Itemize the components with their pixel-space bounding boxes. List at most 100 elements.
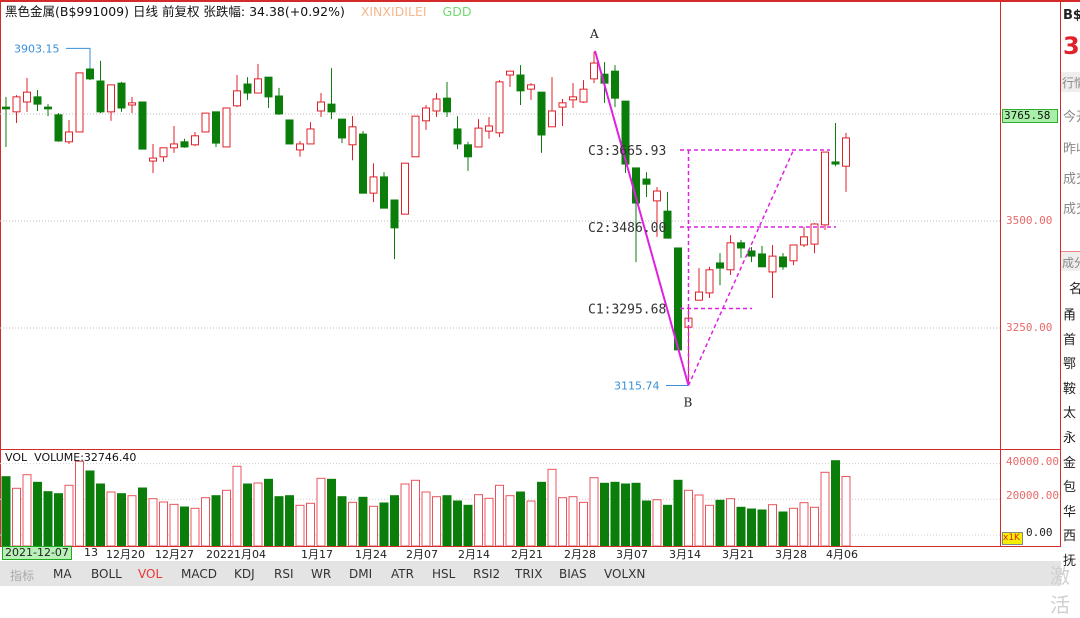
candle-up <box>75 72 84 133</box>
candle-up <box>768 244 777 299</box>
candle-down <box>380 172 388 209</box>
candle-up <box>170 125 178 153</box>
candle-body <box>726 242 735 271</box>
tab-atr[interactable]: ATR <box>391 567 414 581</box>
date-label: 3月28 <box>775 548 807 561</box>
candle-body <box>800 236 808 246</box>
volume-bar-up <box>484 497 494 546</box>
candle-body <box>338 118 346 139</box>
volume-bar-up <box>799 502 809 546</box>
volume-bar-down <box>264 478 273 546</box>
component-item[interactable]: 鞍 <box>1063 382 1077 397</box>
candle-body <box>747 250 756 257</box>
component-item[interactable]: 金 <box>1063 456 1077 471</box>
candle-body <box>789 244 798 262</box>
tab-rsi[interactable]: RSI <box>274 567 294 581</box>
candle-body <box>54 114 63 142</box>
volume-bar-up <box>159 501 168 546</box>
candle-down <box>275 87 283 115</box>
candle-down <box>2 96 10 147</box>
component-item[interactable]: 西 <box>1063 529 1077 544</box>
component-item[interactable]: 抚 <box>1063 554 1077 569</box>
tab-bias[interactable]: BIAS <box>559 567 587 581</box>
tab-hsl[interactable]: HSL <box>432 567 456 581</box>
candle-up <box>579 80 588 103</box>
volume-bar-down <box>715 499 725 546</box>
candle-up <box>411 115 420 158</box>
volume-bar-up <box>369 505 378 546</box>
component-item[interactable]: 鄂 <box>1063 357 1077 372</box>
candle-body <box>621 100 630 165</box>
volume-bar-up <box>568 496 578 546</box>
volume-bar-down <box>117 493 126 546</box>
tab-macd[interactable]: MACD <box>181 567 217 581</box>
component-item[interactable]: 华 <box>1063 505 1077 520</box>
candle-body <box>264 76 273 98</box>
component-item[interactable]: 甬 <box>1063 308 1077 323</box>
axis-divider <box>1001 449 1061 450</box>
volume-bar-up <box>190 507 200 546</box>
component-item[interactable]: 包 <box>1063 480 1077 495</box>
tab-ma[interactable]: MA <box>53 567 72 581</box>
tab-kdj[interactable]: KDJ <box>234 567 255 581</box>
section-components[interactable]: 成分 <box>1061 251 1080 271</box>
candle-body <box>768 255 777 273</box>
candle-up <box>65 119 73 144</box>
candle-body <box>44 106 52 110</box>
chart-title: 黑色金属(B$991009) 日线 前复权 张跌幅: 34.38(+0.92%) <box>5 4 345 19</box>
candle-down <box>33 90 42 111</box>
quote-row-label: 成交 <box>1063 202 1080 217</box>
candle-body <box>758 253 766 268</box>
candle-body <box>558 102 567 108</box>
volume-bar-up <box>505 495 515 546</box>
candle-body <box>569 96 577 101</box>
candle-body <box>663 210 672 239</box>
tab-indicators[interactable]: 指标 <box>10 569 35 583</box>
volume-bar-up <box>705 504 714 546</box>
component-item[interactable]: 首 <box>1063 333 1077 348</box>
candle-down <box>327 68 336 120</box>
candle-down <box>338 118 346 144</box>
candle-down <box>674 247 682 351</box>
tab-boll[interactable]: BOLL <box>91 567 122 581</box>
volume-bar-down <box>285 495 294 546</box>
volume-bar-down <box>33 481 42 546</box>
indicator-tab-bar: 指标 MA BOLL VOL MACD KDJ RSI WR DMI ATR H… <box>0 561 1061 586</box>
section-quote[interactable]: 行情 <box>1061 72 1080 92</box>
candle-body <box>159 147 168 158</box>
volume-bar-down <box>1 476 11 546</box>
component-item[interactable]: 太 <box>1063 406 1077 421</box>
tab-volxn[interactable]: VOLXN <box>604 567 646 581</box>
indicator-xinxidilei[interactable]: XINXIDILEI <box>360 4 427 19</box>
candle-up <box>254 63 262 94</box>
volume-bar-up <box>201 497 210 546</box>
tab-wr[interactable]: WR <box>311 567 332 581</box>
volume-bar-down <box>180 506 189 546</box>
candle-body <box>495 81 504 134</box>
indicator-gdd[interactable]: GDD <box>442 4 472 19</box>
volume-bar-down <box>621 483 630 546</box>
side-code: B$ <box>1063 8 1080 23</box>
candle-up <box>128 96 136 114</box>
tab-dmi[interactable]: DMI <box>349 567 373 581</box>
candle-up <box>12 95 21 123</box>
candle-up <box>726 235 735 275</box>
candlestick-chart[interactable]: 3903.15 3115.74 A B C3:3665.93 C2:3486.00 C1:3… <box>0 0 1000 546</box>
component-item[interactable]: 永 <box>1063 431 1077 446</box>
candle-up <box>222 107 231 148</box>
tab-trix[interactable]: TRIX <box>515 567 543 581</box>
volume-bar-down <box>85 470 95 546</box>
candle-down <box>117 81 126 112</box>
volume-unit-badge: x1K <box>1002 532 1023 545</box>
tab-vol[interactable]: VOL <box>138 567 163 581</box>
tab-rsi2[interactable]: RSI2 <box>473 567 501 581</box>
volume-tick-0: 0.00 <box>1026 526 1053 539</box>
candle-body <box>75 72 84 133</box>
candle-body <box>170 143 178 149</box>
volume-bar-up <box>768 504 777 546</box>
candle-up <box>149 143 157 174</box>
candle-body <box>117 82 126 109</box>
candle-down <box>359 131 367 194</box>
volume-value: VOLUME:32746.40 <box>34 451 137 464</box>
volume-bar-up <box>411 479 420 546</box>
